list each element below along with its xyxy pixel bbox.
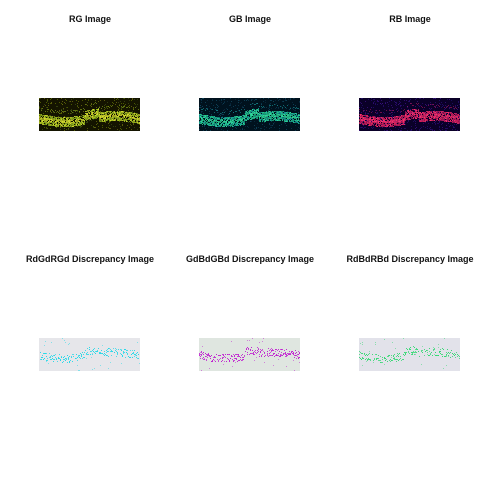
rdbdrbd-discrepancy-image (359, 338, 460, 371)
rb-image (359, 98, 460, 131)
gdbdgbd-discrepancy-image (199, 338, 300, 371)
panel-title-rdbdrbd: RdBdRBd Discrepancy Image (346, 254, 474, 264)
panel-title-rdgdrgd: RdGdRGd Discrepancy Image (25, 254, 155, 264)
panel-title-rb: RB Image (389, 14, 431, 24)
panel-title-gb: GB Image (228, 14, 271, 24)
gb-image (199, 98, 300, 131)
panel-title-rg: RG Image (68, 14, 111, 24)
rg-image (39, 98, 140, 131)
rdgdrgd-discrepancy-image (39, 338, 140, 371)
panel-title-gdbdgbd: GdBdGBd Discrepancy Image (185, 254, 315, 264)
